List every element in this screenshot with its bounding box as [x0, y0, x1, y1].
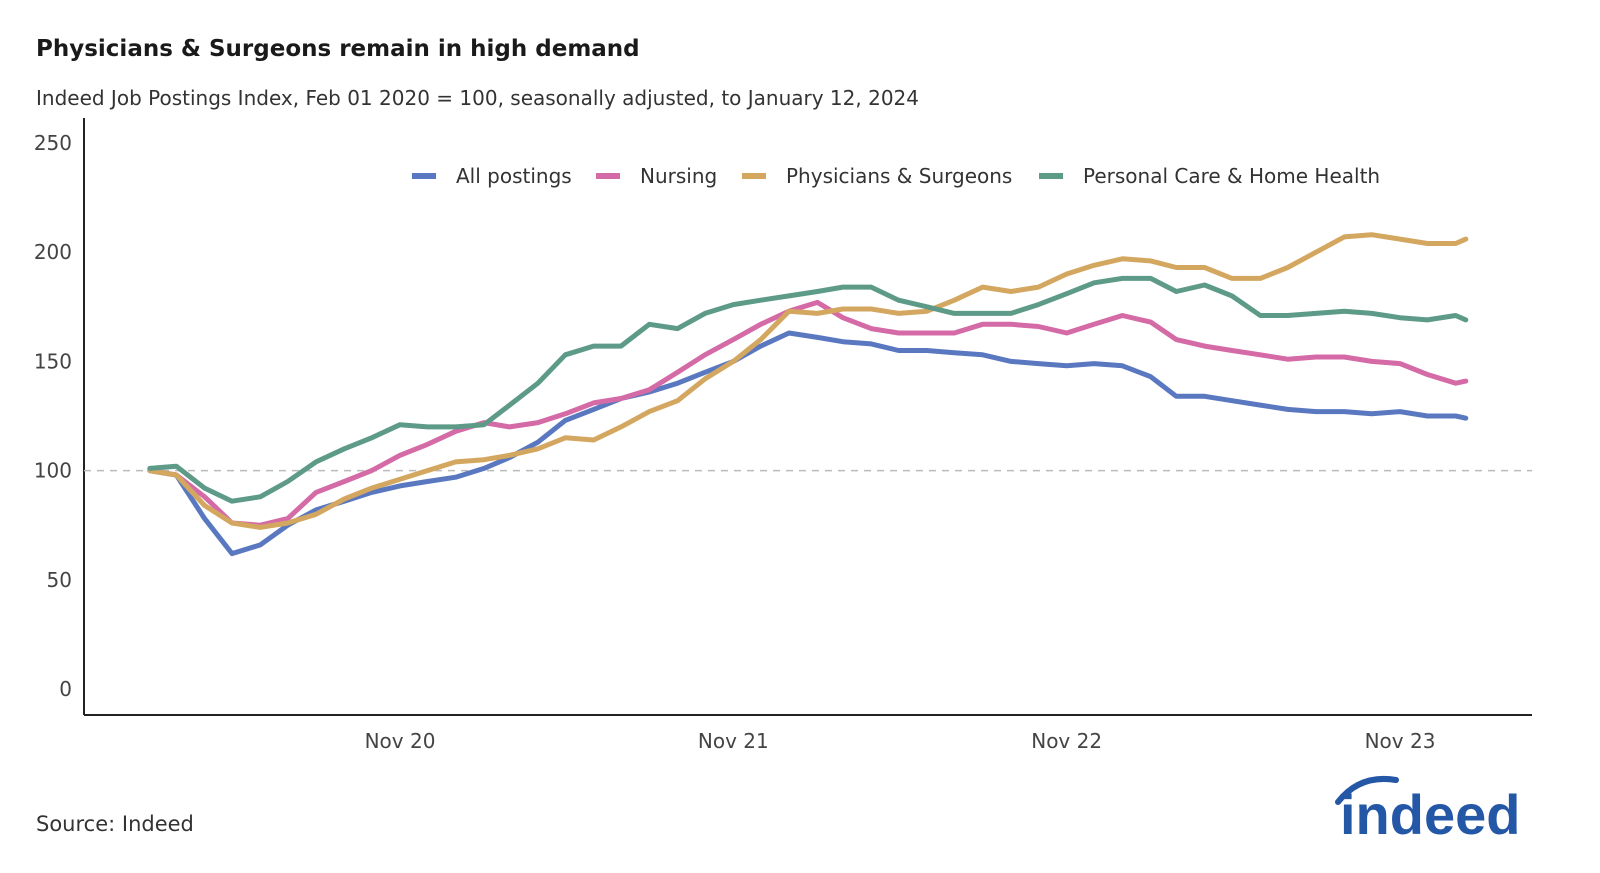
- legend-label: Nursing: [640, 164, 717, 188]
- x-tick-label: Nov 20: [365, 729, 436, 753]
- y-tick-label: 150: [34, 349, 72, 373]
- y-tick-label: 200: [34, 240, 72, 264]
- legend-label: Personal Care & Home Health: [1083, 164, 1380, 188]
- svg-text:indeed: indeed: [1340, 783, 1520, 846]
- series-line-all-postings: [147, 330, 1469, 557]
- y-tick-label: 50: [47, 568, 72, 592]
- y-tick-label: 100: [34, 459, 72, 483]
- indeed-logo: indeed: [1335, 776, 1520, 846]
- x-tick-label: Nov 21: [698, 729, 769, 753]
- series-line-nursing: [147, 299, 1469, 528]
- source-note: Source: Indeed: [36, 812, 194, 836]
- chart-title: Physicians & Surgeons remain in high dem…: [36, 36, 640, 62]
- x-tick-label: Nov 22: [1031, 729, 1102, 753]
- legend-label: All postings: [456, 164, 572, 188]
- series-line-personal-care-home-health: [147, 275, 1469, 504]
- chart-subtitle: Indeed Job Postings Index, Feb 01 2020 =…: [36, 86, 919, 110]
- y-tick-label: 0: [59, 677, 72, 701]
- series-line-physicians-surgeons: [147, 232, 1469, 530]
- x-tick-label: Nov 23: [1365, 729, 1436, 753]
- legend-label: Physicians & Surgeons: [786, 164, 1012, 188]
- y-tick-label: 250: [34, 131, 72, 155]
